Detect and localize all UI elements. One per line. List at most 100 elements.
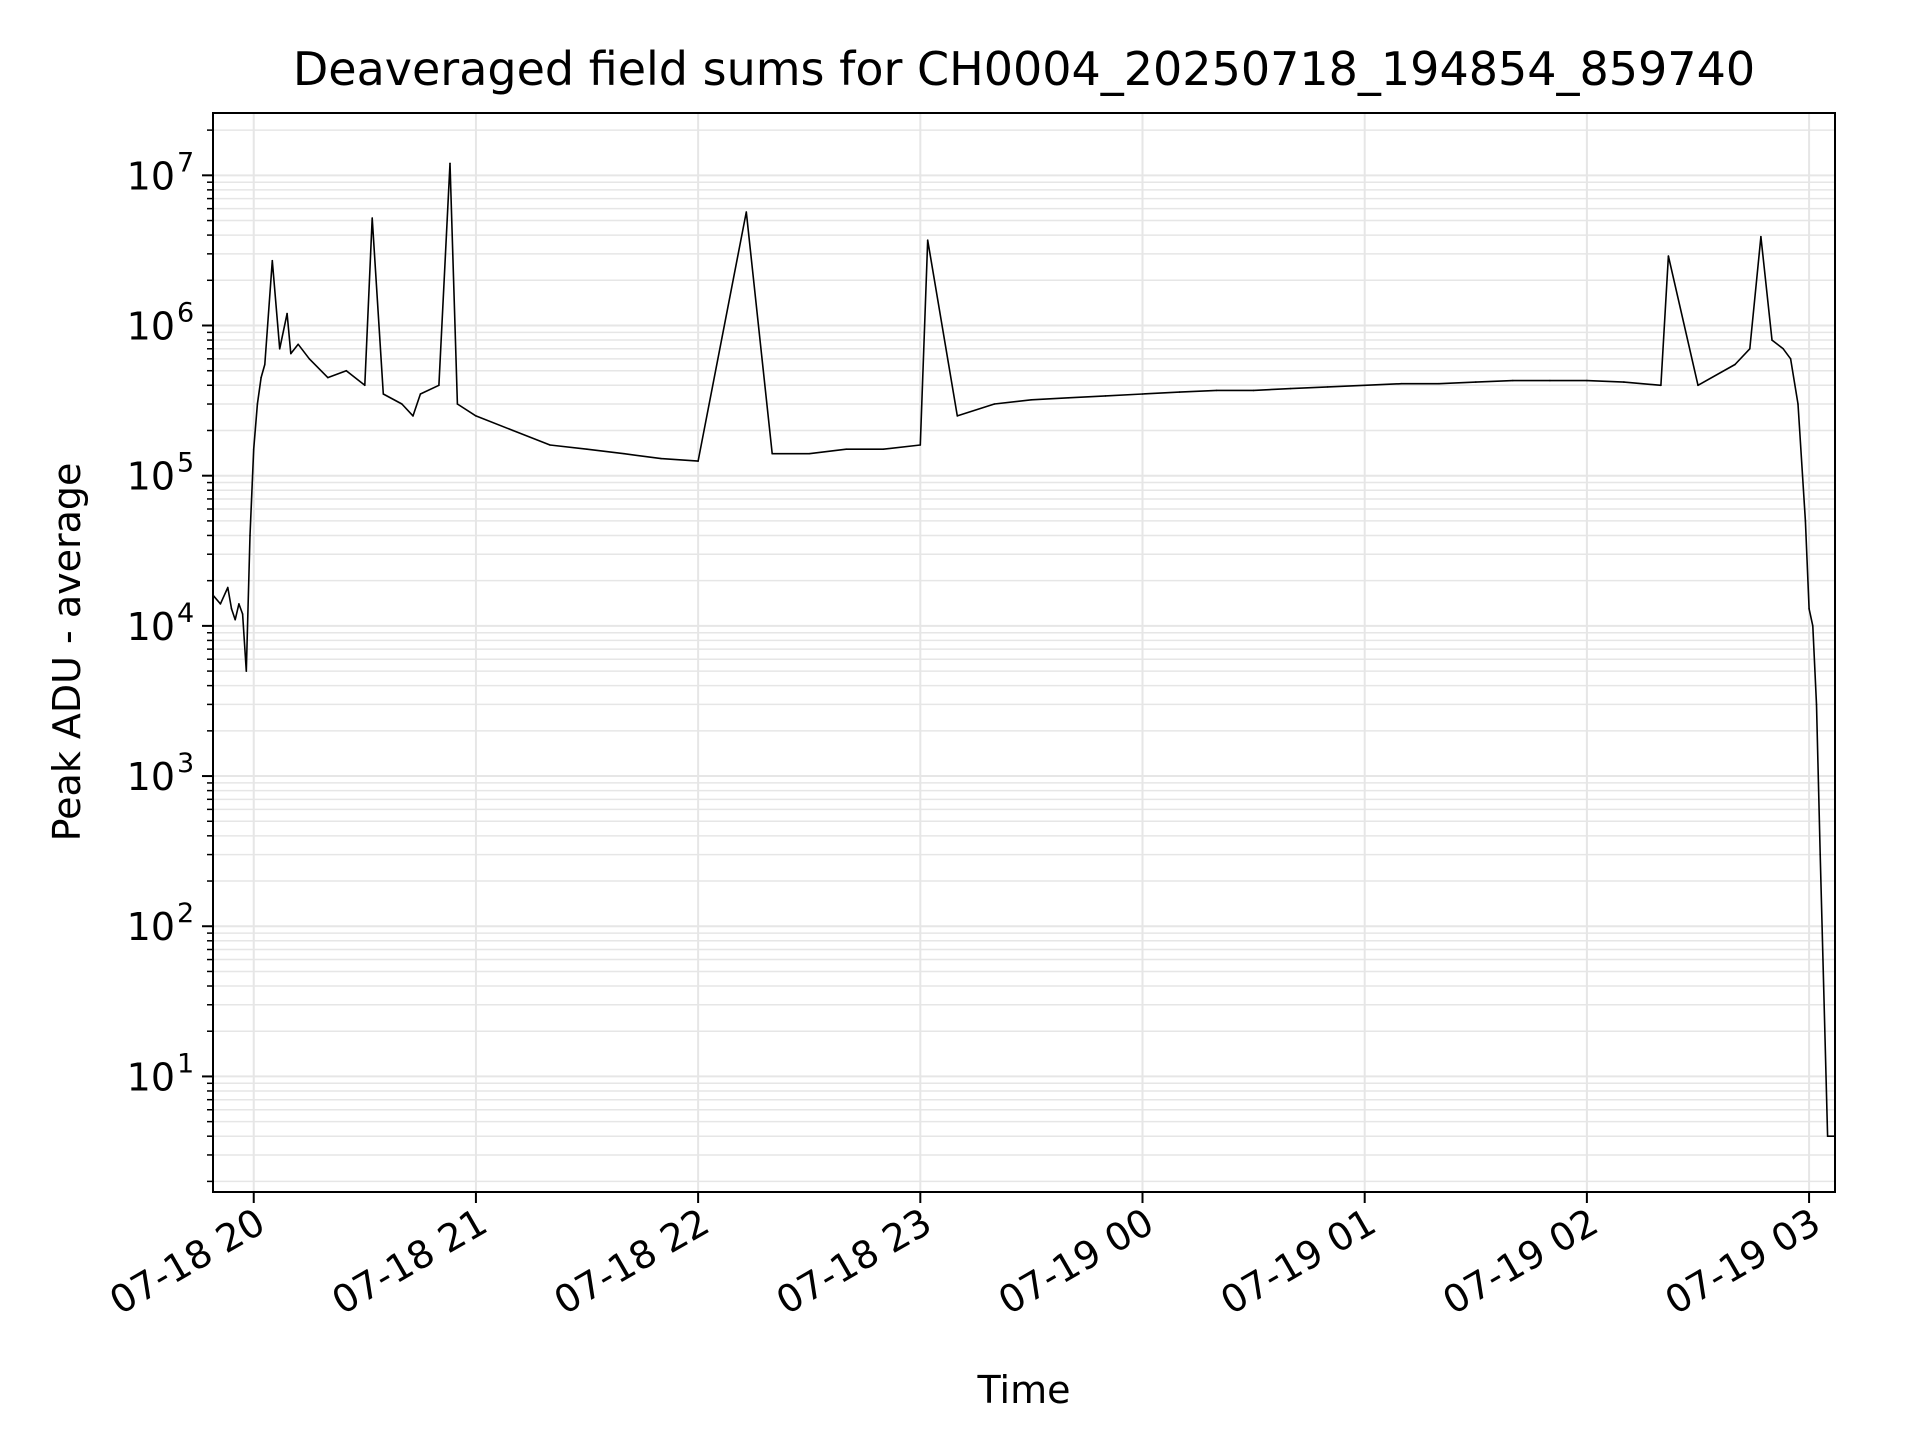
y-tick-exponent: 2 — [177, 898, 194, 929]
data-point — [260, 376, 262, 379]
data-point — [1141, 393, 1144, 395]
data-point — [252, 448, 255, 451]
data-point — [1660, 384, 1662, 387]
data-point — [1438, 382, 1440, 385]
data-point — [1782, 348, 1784, 350]
y-tick-label: 10 — [127, 755, 175, 799]
data-point — [623, 452, 625, 455]
data-point — [1808, 608, 1810, 610]
data-point — [1067, 397, 1070, 399]
data-point — [1030, 399, 1033, 401]
data-point — [745, 211, 748, 213]
data-point — [1697, 384, 1699, 387]
data-point — [771, 452, 773, 455]
data-point — [327, 376, 329, 379]
y-tick-exponent: 1 — [177, 1048, 194, 1079]
data-point — [241, 613, 244, 615]
data-point — [449, 162, 451, 165]
data-point — [256, 403, 259, 405]
y-tick-label: 10 — [127, 455, 175, 499]
data-point — [882, 448, 885, 451]
data-point — [238, 603, 240, 605]
data-point — [919, 444, 922, 446]
y-axis-label: Peak ADU - average — [45, 463, 89, 842]
data-point — [1215, 389, 1218, 392]
data-point — [286, 312, 288, 315]
data-point — [382, 393, 385, 395]
data-point — [586, 448, 588, 451]
chart-title: Deaveraged field sums for CH0004_2025071… — [293, 42, 1755, 96]
data-point — [660, 457, 662, 460]
data-point — [419, 393, 422, 395]
data-point — [278, 348, 281, 350]
data-point — [1623, 381, 1625, 383]
data-point — [475, 415, 477, 417]
data-point — [438, 384, 440, 387]
data-point — [1400, 382, 1403, 385]
y-tick-label: 10 — [127, 605, 175, 649]
y-tick-label: 10 — [127, 905, 175, 949]
y-tick-exponent: 3 — [177, 748, 194, 779]
data-point — [808, 452, 810, 455]
data-point — [1771, 339, 1773, 341]
data-point — [1104, 395, 1107, 397]
y-tick-exponent: 5 — [177, 448, 194, 479]
data-point — [1549, 379, 1551, 382]
data-point — [1326, 386, 1329, 388]
data-point — [1667, 255, 1670, 257]
data-point — [245, 670, 248, 672]
data-point — [271, 259, 274, 262]
data-point — [456, 403, 459, 405]
data-point — [549, 444, 551, 446]
data-point — [264, 363, 266, 366]
data-point — [993, 403, 996, 405]
data-point — [1734, 363, 1736, 366]
data-point — [290, 352, 292, 355]
data-point — [1363, 384, 1366, 387]
data-point — [512, 429, 514, 432]
data-point — [364, 384, 366, 387]
data-point — [234, 618, 236, 621]
data-point — [1749, 348, 1751, 350]
x-axis-label: Time — [977, 1368, 1071, 1412]
y-tick-exponent: 4 — [177, 598, 194, 629]
data-point — [1252, 389, 1255, 392]
series-layer — [212, 162, 1836, 1137]
plot-frame — [212, 112, 1836, 1193]
data-point — [1475, 381, 1477, 383]
data-point — [219, 603, 222, 605]
data-point — [401, 403, 403, 405]
data-point — [1760, 235, 1762, 238]
data-point — [845, 448, 847, 451]
data-point — [1789, 358, 1792, 360]
series-line — [212, 162, 1835, 1137]
y-tick-label: 10 — [127, 305, 175, 349]
data-point — [230, 608, 233, 610]
data-point — [1819, 853, 1821, 856]
data-point — [926, 239, 929, 241]
data-point — [1812, 625, 1814, 627]
data-point — [227, 586, 229, 589]
data-point — [1289, 387, 1292, 390]
y-tick-label: 10 — [127, 154, 175, 198]
data-point — [1512, 379, 1514, 382]
data-point — [1797, 403, 1799, 405]
data-point — [308, 358, 311, 360]
y-tick-label: 10 — [127, 1055, 175, 1099]
data-point — [371, 217, 374, 219]
data-point — [956, 415, 959, 417]
data-point — [1804, 520, 1807, 522]
y-tick-exponent: 6 — [177, 298, 194, 329]
y-tick-exponent: 7 — [177, 147, 194, 178]
data-point — [1826, 1135, 1829, 1137]
grid-layer — [213, 113, 1835, 1192]
data-point — [345, 369, 348, 372]
data-point — [249, 534, 251, 537]
data-point — [697, 460, 699, 462]
data-point — [1178, 391, 1181, 393]
data-point — [297, 343, 300, 346]
data-point — [1815, 703, 1818, 706]
data-point — [1586, 379, 1588, 382]
